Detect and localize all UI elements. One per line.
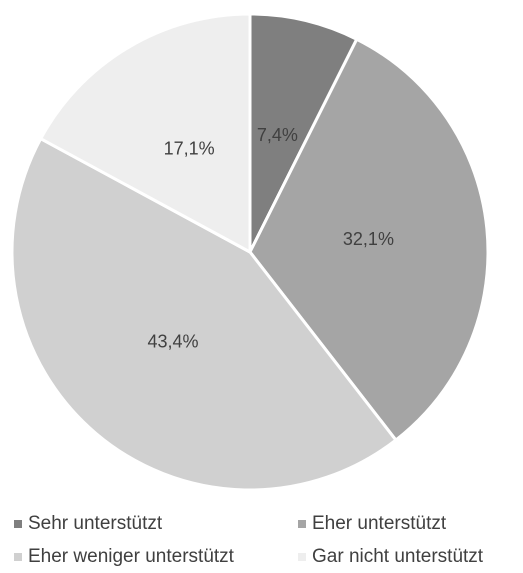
data-label: 7,4% <box>257 125 298 145</box>
data-label: 43,4% <box>147 331 198 351</box>
legend-label: Gar nicht unterstützt <box>312 546 484 567</box>
pie-slice <box>38 12 252 255</box>
pie-slice <box>10 136 398 492</box>
pie-slice <box>248 37 490 443</box>
data-label: 17,1% <box>164 139 215 159</box>
legend-label: Sehr unterstützt <box>28 513 163 534</box>
data-label: 32,1% <box>343 229 394 249</box>
legend-label: Eher weniger unterstützt <box>28 546 235 567</box>
legend-swatch <box>14 553 22 561</box>
legend-swatch <box>298 553 306 561</box>
legend-swatch <box>298 520 306 528</box>
pie-slice <box>248 12 359 253</box>
legend-label: Eher unterstützt <box>312 513 447 534</box>
legend-swatch <box>14 520 22 528</box>
